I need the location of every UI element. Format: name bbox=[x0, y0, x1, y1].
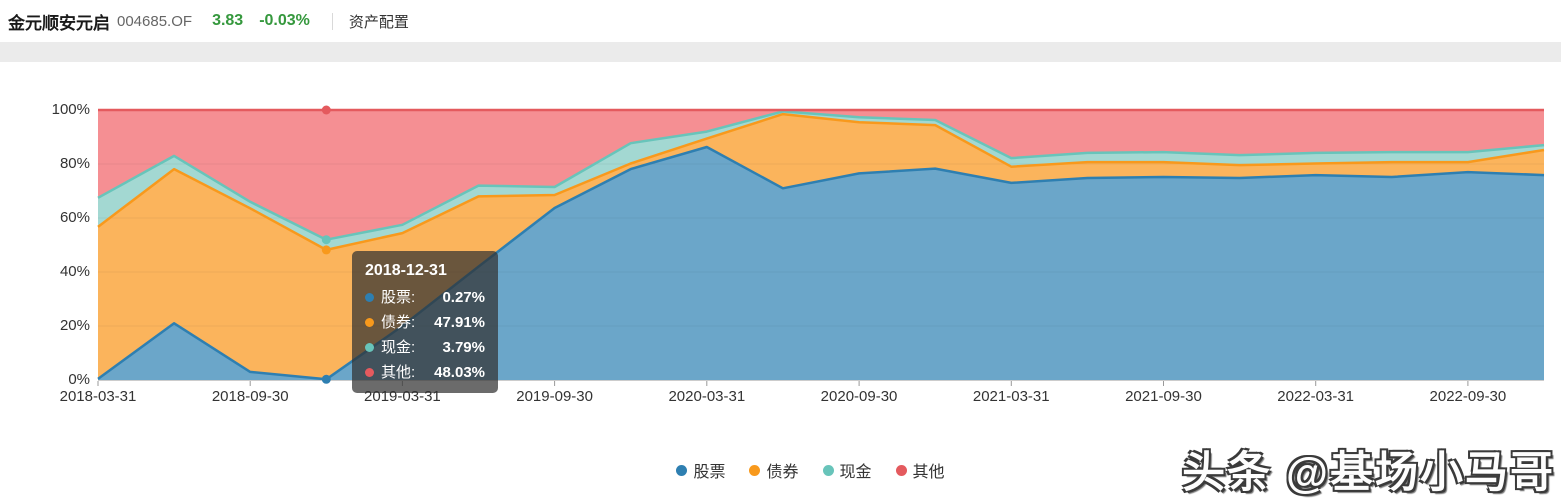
x-axis-label: 2022-09-30 bbox=[1429, 388, 1507, 405]
x-axis-label: 2019-09-30 bbox=[516, 388, 593, 405]
y-axis-label: 20% bbox=[59, 317, 90, 334]
x-axis-label: 2020-03-31 bbox=[668, 388, 746, 405]
legend-item-股票[interactable]: 股票 bbox=[676, 458, 725, 482]
tooltip-series-value: 0.27% bbox=[442, 289, 485, 306]
legend-dot-icon bbox=[895, 464, 907, 476]
legend-item-现金[interactable]: 现金 bbox=[822, 458, 872, 482]
y-axis-label: 40% bbox=[59, 263, 90, 280]
tooltip-series-label: 现金: bbox=[381, 339, 416, 356]
x-axis-label: 2018-09-30 bbox=[211, 388, 289, 405]
x-axis-label: 2018-03-31 bbox=[59, 388, 137, 405]
watermark: 头条 @基场小马哥 bbox=[1182, 449, 1555, 497]
chart-legend: 股票 债券 现金 其他 bbox=[30, 458, 1561, 482]
x-axis-label: 2020-09-30 bbox=[820, 388, 898, 405]
fund-nav-value: 3.83 bbox=[212, 12, 244, 29]
tooltip-series-label: 股票: bbox=[381, 289, 416, 306]
tooltip-rows: 股票: 0.27% 债券: 47.91% 现金: 3.79% 其他: 48.03% bbox=[365, 287, 485, 383]
tooltip-series-value: 47.91% bbox=[434, 314, 485, 331]
fund-name: 金元顺安元启 bbox=[8, 13, 110, 33]
y-axis-label: 60% bbox=[59, 209, 90, 226]
legend-item-其他[interactable]: 其他 bbox=[895, 458, 945, 482]
legend-label: 其他 bbox=[912, 464, 945, 481]
series-dot-icon bbox=[365, 343, 374, 352]
legend-item-债券[interactable]: 债券 bbox=[749, 458, 799, 482]
tooltip-row: 股票: 0.27% bbox=[365, 287, 485, 308]
tooltip-series-label: 债券: bbox=[381, 314, 416, 331]
section-separator bbox=[0, 42, 1561, 62]
legend-label: 股票 bbox=[693, 464, 726, 481]
tooltip-series-label: 其他: bbox=[381, 364, 416, 381]
tooltip-series-value: 3.79% bbox=[442, 339, 485, 356]
x-axis-label: 2021-09-30 bbox=[1125, 388, 1202, 405]
legend-label: 债券 bbox=[766, 464, 799, 481]
y-axis: 0% 20% 40% 60% 80% 100% bbox=[0, 0, 90, 500]
x-axis-label: 2021-03-31 bbox=[972, 388, 1050, 405]
series-dot-icon bbox=[365, 318, 374, 327]
series-dot-icon bbox=[365, 368, 374, 377]
y-axis-label: 0% bbox=[68, 371, 90, 388]
legend-dot-icon bbox=[749, 464, 761, 476]
series-dot-icon bbox=[365, 293, 374, 302]
fund-code: 004685.OF bbox=[117, 12, 193, 30]
chart-tooltip: 2018-12-31 股票: 0.27% 债券: 47.91% 现金: 3.79% 其他: 4… bbox=[352, 251, 498, 393]
tooltip-date: 2018-12-31 bbox=[365, 262, 447, 279]
header: 金元顺安元启 004685.OF 3.83 -0.03% 资产配置 bbox=[0, 0, 1561, 42]
legend-label: 现金 bbox=[839, 464, 872, 481]
header-divider bbox=[331, 12, 333, 30]
x-axis-label: 2022-03-31 bbox=[1277, 388, 1355, 405]
fund-change-percent: -0.03% bbox=[259, 12, 310, 29]
tooltip-row: 现金: 3.79% bbox=[365, 337, 485, 358]
tooltip-row: 债券: 47.91% bbox=[365, 312, 485, 333]
tooltip-row: 其他: 48.03% bbox=[365, 362, 485, 383]
tab-asset-allocation[interactable]: 资产配置 bbox=[348, 13, 409, 31]
y-axis-label: 100% bbox=[51, 101, 90, 118]
legend-dot-icon bbox=[676, 464, 688, 476]
y-axis-label: 80% bbox=[59, 155, 90, 172]
tooltip-series-value: 48.03% bbox=[434, 364, 485, 381]
legend-dot-icon bbox=[822, 464, 834, 476]
